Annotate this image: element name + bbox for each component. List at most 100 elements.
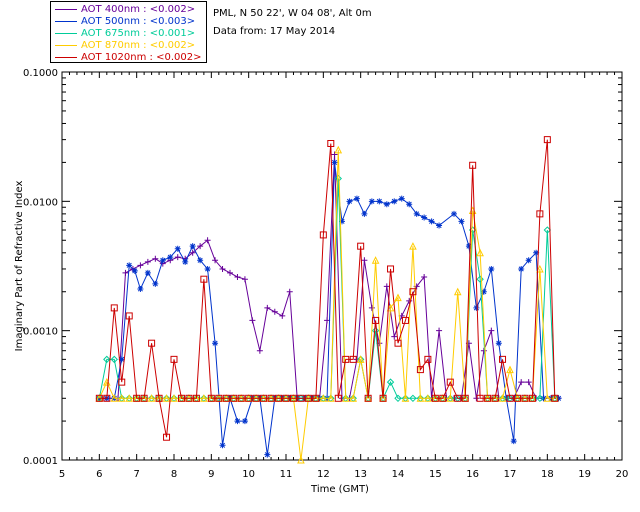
- data-point: [476, 248, 484, 257]
- data-point: [376, 198, 383, 205]
- data-point: [394, 293, 402, 302]
- data-point: [476, 275, 484, 283]
- data-point: [252, 394, 260, 402]
- data-point: [421, 214, 428, 221]
- data-point: [174, 245, 181, 252]
- series-aot-1020nm: [95, 136, 559, 441]
- data-point: [256, 347, 263, 354]
- data-point: [234, 418, 241, 425]
- x-tick-label: 15: [429, 469, 442, 480]
- location-text: PML, N 50 22', W 04 08', Alt 0m: [213, 8, 372, 19]
- data-point: [110, 304, 118, 312]
- data-point: [215, 394, 223, 402]
- data-point: [189, 243, 196, 250]
- data-point: [241, 276, 248, 283]
- data-point: [371, 326, 380, 335]
- data-point: [428, 218, 435, 225]
- x-tick-label: 19: [578, 469, 591, 480]
- series-line: [99, 154, 559, 399]
- data-point: [227, 269, 233, 276]
- data-point: [125, 394, 134, 402]
- y-axis-label: Imaginary Part of Refractive Index: [14, 181, 25, 352]
- data-point: [222, 394, 230, 402]
- data-point: [451, 210, 457, 217]
- y-tick-label: 0.1000: [23, 68, 58, 79]
- plot-frame: [61, 71, 623, 461]
- data-point: [162, 394, 171, 402]
- data-point: [197, 243, 204, 250]
- data-point: [518, 379, 525, 386]
- y-tick-label: 0.0100: [23, 197, 58, 208]
- data-point: [386, 303, 395, 312]
- data-point: [476, 394, 484, 402]
- data-point: [401, 394, 410, 402]
- data-point: [421, 273, 428, 280]
- series-aot-500nm: [96, 159, 562, 458]
- x-tick-label: 9: [208, 469, 214, 480]
- data-point: [383, 283, 390, 290]
- data-point: [339, 218, 345, 225]
- data-point: [264, 451, 271, 458]
- legend: AOT 400nm : <0.002> AOT 500nm : <0.003> …: [50, 1, 207, 63]
- data-point: [540, 395, 547, 402]
- data-point: [182, 258, 189, 265]
- data-point: [204, 265, 211, 272]
- legend-label-400nm: AOT 400nm : <0.002>: [81, 4, 196, 15]
- data-point: [361, 257, 368, 264]
- series-line: [99, 162, 559, 455]
- data-point: [454, 394, 462, 402]
- data-point: [469, 161, 477, 169]
- data-point: [155, 394, 163, 402]
- data-point: [406, 297, 413, 304]
- legend-label-675nm: AOT 675nm : <0.001>: [81, 28, 196, 39]
- legend-item-400nm: AOT 400nm : <0.002>: [55, 4, 195, 16]
- data-point: [543, 226, 552, 234]
- data-point: [192, 394, 200, 402]
- data-point: [387, 265, 395, 273]
- data-point: [495, 340, 502, 347]
- x-tick-label: 10: [242, 469, 255, 480]
- data-point: [200, 275, 208, 283]
- data-point: [137, 285, 144, 292]
- data-point: [133, 394, 141, 402]
- x-tick-label: 6: [96, 469, 102, 480]
- data-point: [122, 269, 129, 276]
- data-point: [465, 243, 472, 250]
- data-point: [473, 304, 480, 311]
- data-point: [346, 198, 353, 205]
- data-point: [431, 394, 439, 402]
- x-tick-label: 13: [354, 469, 367, 480]
- data-point: [185, 394, 193, 402]
- data-point: [327, 140, 335, 148]
- data-point: [341, 394, 350, 402]
- data-point: [513, 394, 521, 402]
- data-point: [394, 394, 402, 402]
- series-line: [98, 149, 555, 461]
- data-point: [331, 159, 338, 166]
- data-point: [230, 394, 238, 402]
- data-point: [334, 394, 342, 402]
- data-point: [424, 355, 432, 363]
- data-point: [163, 433, 171, 441]
- data-point: [110, 355, 118, 364]
- data-point: [200, 394, 208, 402]
- data-point: [170, 394, 178, 402]
- data-point: [368, 198, 375, 205]
- data-point: [334, 174, 342, 183]
- data-point: [394, 339, 402, 347]
- data-point: [297, 455, 305, 464]
- data-point: [297, 394, 305, 402]
- data-point: [506, 365, 514, 374]
- data-point: [234, 273, 241, 280]
- data-point: [219, 442, 226, 449]
- x-tick-label: 11: [280, 469, 293, 480]
- data-point: [543, 394, 552, 402]
- data-point: [409, 394, 417, 402]
- data-point: [326, 394, 335, 402]
- data-point: [170, 355, 178, 363]
- data-point: [416, 394, 425, 402]
- data-point: [140, 394, 148, 402]
- data-point: [371, 256, 380, 264]
- data-point: [536, 210, 544, 218]
- data-point: [506, 394, 514, 402]
